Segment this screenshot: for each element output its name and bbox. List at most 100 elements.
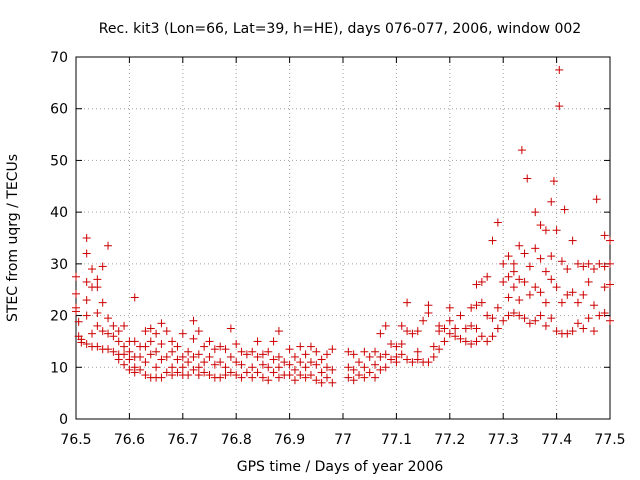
data-point [312, 347, 321, 356]
data-point [467, 303, 476, 312]
data-point [595, 311, 604, 320]
data-point [82, 277, 91, 286]
x-axis-label: GPS time / Days of year 2006 [237, 459, 444, 475]
data-point [205, 337, 214, 346]
data-point [584, 314, 593, 323]
data-point [365, 368, 374, 377]
data-point [178, 329, 187, 338]
data-point [280, 358, 289, 367]
data-point [146, 350, 155, 359]
data-point [606, 236, 614, 245]
data-point [253, 368, 262, 377]
data-point [541, 298, 550, 307]
data-point [573, 259, 582, 268]
data-point [520, 277, 529, 286]
data-point [125, 355, 134, 364]
data-point [440, 337, 449, 346]
data-point [568, 327, 577, 336]
y-tick-label: 60 [50, 102, 68, 118]
data-point [285, 360, 294, 369]
data-point [387, 340, 396, 349]
data-point [296, 371, 305, 380]
data-point [488, 314, 497, 323]
data-point [600, 262, 609, 271]
data-point [547, 275, 556, 284]
data-point [317, 378, 326, 387]
data-point [563, 329, 572, 338]
data-point [589, 327, 598, 336]
data-point [312, 376, 321, 385]
data-point [285, 345, 294, 354]
data-point [189, 365, 198, 374]
data-point [403, 327, 412, 336]
data-point [600, 231, 609, 240]
data-point [210, 345, 219, 354]
data-point [264, 363, 273, 372]
grid-lines [76, 57, 610, 419]
data-point [157, 340, 166, 349]
data-point [88, 265, 97, 274]
data-point [221, 345, 230, 354]
data-point [606, 280, 614, 289]
data-point [563, 290, 572, 299]
data-point [579, 324, 588, 333]
x-axis-tick-labels: 76.5 76.6 76.7 76.8 76.9 77 77.1 77.2 77.3 77.4 77… [60, 432, 625, 448]
data-point [285, 371, 294, 380]
data-point [189, 316, 198, 325]
data-point [328, 345, 337, 354]
data-point [269, 355, 278, 364]
data-point [306, 371, 315, 380]
data-point [82, 296, 91, 305]
data-point [125, 365, 134, 374]
x-tick-label: 76.8 [221, 432, 252, 448]
data-point [563, 265, 572, 274]
data-point [381, 363, 390, 372]
data-point [520, 314, 529, 323]
data-point [445, 316, 454, 325]
data-point [242, 368, 251, 377]
data-point [477, 298, 486, 307]
data-point [467, 340, 476, 349]
data-point [216, 373, 225, 382]
data-point [504, 311, 513, 320]
data-point [226, 324, 235, 333]
data-point [168, 347, 177, 356]
data-point [72, 272, 80, 281]
data-point [258, 373, 267, 382]
data-point [435, 345, 444, 354]
data-point [349, 365, 358, 374]
data-point [301, 363, 310, 372]
data-point [531, 316, 540, 325]
data-point [517, 146, 526, 155]
data-point [536, 311, 545, 320]
data-point [200, 368, 209, 377]
data-point [258, 350, 267, 359]
x-tick-label: 77.2 [434, 432, 465, 448]
data-point [456, 334, 465, 343]
data-point [344, 373, 353, 382]
data-point [104, 314, 113, 323]
data-point [573, 319, 582, 328]
data-point [157, 373, 166, 382]
data-point [477, 277, 486, 286]
data-point [509, 308, 518, 317]
data-point [472, 280, 481, 289]
data-point [168, 371, 177, 380]
data-point [157, 355, 166, 364]
data-point [451, 324, 460, 333]
data-point [403, 355, 412, 364]
data-point [483, 337, 492, 346]
data-point [413, 355, 422, 364]
data-point [93, 321, 102, 330]
data-point [499, 316, 508, 325]
data-point [120, 321, 129, 330]
chart-title: Rec. kit3 (Lon=66, Lat=39, h=HE), days 0… [99, 21, 581, 37]
data-point [376, 352, 385, 361]
data-point [504, 293, 513, 302]
data-point [429, 352, 438, 361]
data-point [419, 316, 428, 325]
data-point [504, 252, 513, 261]
data-point [525, 290, 534, 299]
data-point [488, 236, 497, 245]
data-point [120, 342, 129, 351]
